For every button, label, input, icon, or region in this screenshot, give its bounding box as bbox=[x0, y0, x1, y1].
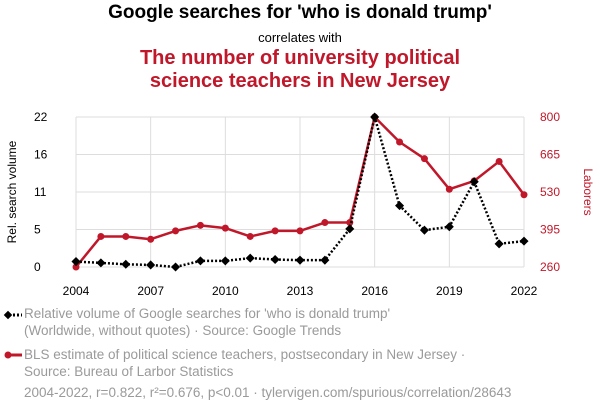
chart-title: Google searches for 'who is donald trump… bbox=[108, 2, 492, 23]
legend-swatch-series1 bbox=[3, 310, 22, 320]
grid-lines bbox=[75, 116, 525, 268]
y2-tick-label: 530 bbox=[540, 185, 560, 199]
chart-connector-text: correlates with bbox=[258, 30, 342, 45]
series2-point bbox=[221, 224, 229, 232]
x-tick-label: 2007 bbox=[137, 284, 164, 298]
y-axis-label: Rel. search volume bbox=[5, 140, 19, 243]
series1-point bbox=[295, 255, 305, 265]
y-axis-right: 260 395 530 665 800 bbox=[540, 110, 560, 274]
legend-series2-line2: Source: Bureau of Larbor Statistics bbox=[24, 364, 234, 379]
series1-point bbox=[171, 262, 181, 272]
series1-point bbox=[71, 257, 81, 267]
legend-series1-line1: Relative volume of Google searches for '… bbox=[24, 306, 391, 321]
series1-point bbox=[519, 236, 529, 246]
y2-tick-label: 665 bbox=[540, 148, 560, 162]
series1-point bbox=[195, 256, 205, 266]
footer-stats: 2004-2022, r=0.822, r²=0.676, p<0.01 · t… bbox=[24, 385, 512, 400]
legend-series1: Relative volume of Google searches for '… bbox=[24, 305, 390, 339]
y2-tick-label: 395 bbox=[540, 223, 560, 237]
series2-point bbox=[396, 138, 404, 146]
series2-point bbox=[271, 227, 279, 235]
legend-series2: BLS estimate of political science teache… bbox=[24, 346, 465, 380]
x-tick-label: 2004 bbox=[63, 284, 90, 298]
series1-point bbox=[220, 256, 230, 266]
series2-point bbox=[196, 221, 204, 229]
y-axis-left: 0 5 11 16 22 bbox=[34, 110, 48, 274]
legend-series2-line1: BLS estimate of political science teache… bbox=[24, 347, 466, 362]
x-tick-label: 2019 bbox=[436, 284, 463, 298]
series2-point bbox=[147, 235, 155, 243]
y-tick-label: 5 bbox=[34, 223, 41, 237]
x-tick-label: 2013 bbox=[287, 284, 314, 298]
x-axis: 2004 2007 2010 2013 2016 2019 2022 bbox=[63, 284, 538, 298]
series1-point bbox=[270, 254, 280, 265]
series2-point bbox=[445, 185, 453, 193]
x-tick-label: 2016 bbox=[361, 284, 388, 298]
series1-point bbox=[345, 224, 355, 234]
series2-point bbox=[346, 219, 354, 227]
series2-point bbox=[72, 263, 80, 271]
series1-point bbox=[96, 258, 106, 268]
series2-point bbox=[495, 157, 503, 165]
x-tick-label: 2010 bbox=[212, 284, 239, 298]
series2-point bbox=[122, 232, 130, 240]
series2-point bbox=[172, 227, 180, 235]
y-tick-label: 0 bbox=[34, 260, 41, 274]
series2-point bbox=[296, 227, 304, 235]
series1-point bbox=[395, 201, 405, 211]
series2-point bbox=[520, 191, 528, 199]
series1-point bbox=[245, 253, 255, 263]
series1-point bbox=[121, 259, 131, 269]
y2-tick-label: 260 bbox=[540, 260, 560, 274]
legend-series1-line2: (Worldwide, without quotes) · Source: Go… bbox=[24, 323, 342, 338]
series2-point bbox=[246, 232, 254, 240]
chart-subtitle-line2: science teachers in New Jersey bbox=[149, 70, 451, 92]
chart-subtitle-line1: The number of university political bbox=[139, 47, 461, 69]
series1-point bbox=[320, 255, 330, 265]
x-tick-label: 2022 bbox=[511, 284, 538, 298]
series1-point bbox=[419, 225, 429, 235]
y-tick-label: 16 bbox=[34, 148, 48, 162]
y-tick-label: 11 bbox=[34, 185, 47, 199]
series1-point bbox=[146, 260, 156, 270]
chart-subtitle: The number of university political scien… bbox=[0, 47, 600, 93]
series2-point bbox=[420, 155, 428, 163]
series1-point bbox=[370, 112, 380, 122]
legend-swatch-series2 bbox=[4, 351, 22, 359]
series1-point bbox=[494, 239, 504, 249]
series2-point bbox=[97, 232, 105, 240]
y2-tick-label: 800 bbox=[540, 110, 560, 124]
series-group bbox=[71, 112, 529, 272]
series2-point bbox=[321, 219, 329, 227]
y2-axis-label: Laborers bbox=[581, 168, 595, 215]
y-tick-label: 22 bbox=[34, 110, 48, 124]
